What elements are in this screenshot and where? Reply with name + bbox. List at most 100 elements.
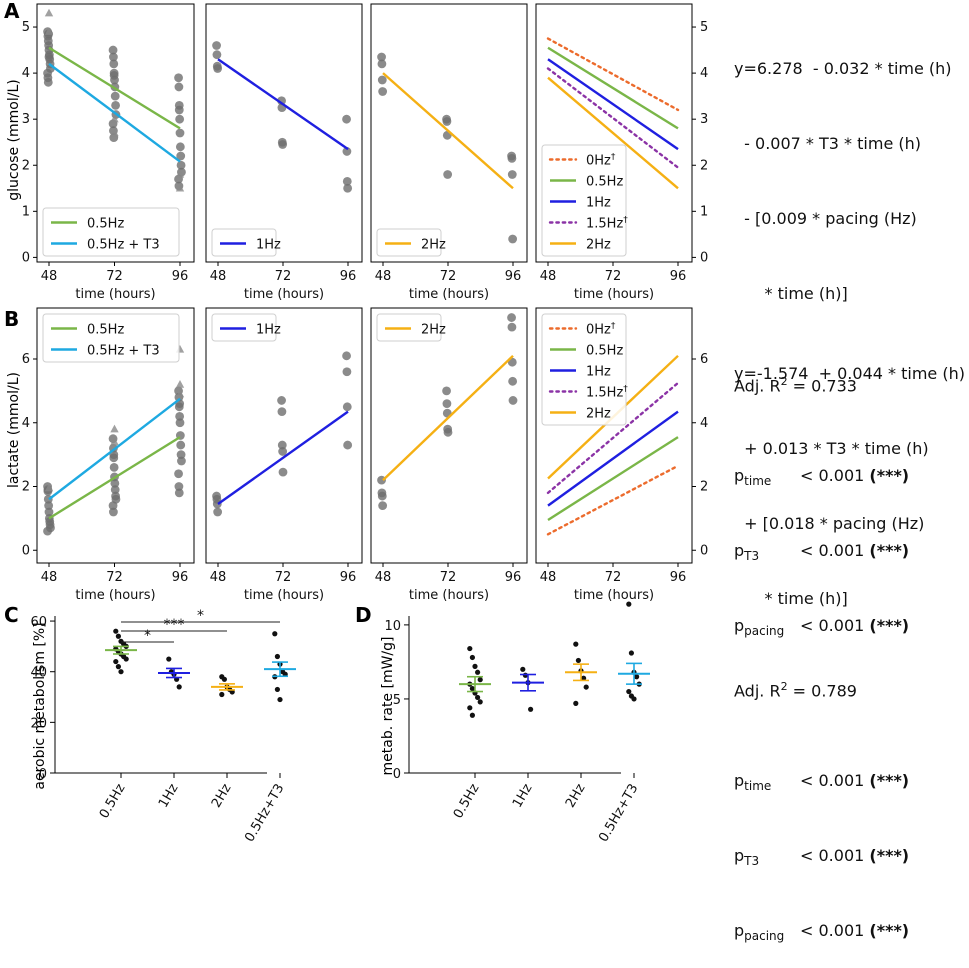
data-point (377, 59, 387, 69)
data-point (277, 396, 286, 405)
data-point (123, 656, 129, 662)
x-tick-label: 48 (540, 570, 557, 585)
equation-line: - [0.009 * pacing (Hz) (734, 209, 917, 228)
data-point (110, 478, 120, 488)
data-point (342, 367, 352, 377)
x-axis-label: time (hours) (409, 287, 489, 302)
data-point-triangle (110, 424, 119, 433)
y-tick-label: 40 (30, 666, 47, 681)
fit-line-05hzt3 (48, 397, 181, 501)
y-tick-label: 1 (700, 204, 708, 219)
data-point (109, 462, 119, 472)
x-tick-label: 96 (172, 570, 189, 585)
fit-line-2hz (382, 72, 514, 190)
legend-dagger: † (611, 322, 616, 332)
r2-prefix: Adj. R (734, 376, 781, 396)
data-point (581, 675, 587, 681)
equation-line: * time (h)] (734, 284, 848, 303)
p-significance: (***) (869, 541, 910, 560)
y-tick-label: 2 (22, 480, 30, 495)
p-significance: (***) (869, 466, 910, 485)
p-significance: (***) (869, 616, 910, 635)
data-point-triangle (110, 114, 119, 123)
x-tick-label: 96 (340, 570, 357, 585)
axes-frame-b-3 (535, 307, 693, 564)
data-point-triangle (110, 128, 119, 137)
y-tick-label: 3 (22, 112, 30, 127)
p-significance: (***) (869, 846, 910, 865)
data-point-triangle (44, 27, 54, 35)
x-tick-label: 96 (172, 269, 189, 284)
y-tick-label: 2 (700, 158, 708, 173)
data-point (176, 440, 186, 450)
panel-label-a: A (4, 0, 20, 23)
y-tick-label: 3 (700, 112, 708, 127)
data-point (219, 691, 225, 698)
y-tick-label: 0 (700, 250, 708, 265)
x-axis-label: time (hours) (574, 287, 654, 302)
x-tick-label: 72 (275, 570, 292, 585)
p-value: < 0.001 (800, 616, 865, 635)
fit-line-1hz (217, 58, 349, 151)
fit-line-2hz (547, 76, 679, 190)
x-tick-label: 96 (670, 570, 687, 585)
r2-sup: 2 (780, 375, 788, 388)
data-point (520, 666, 526, 672)
data-point (467, 645, 473, 652)
x-tick-label: 96 (505, 570, 522, 585)
x-tick-label: 48 (540, 269, 557, 284)
significance-label: *** (164, 617, 185, 633)
panel-label-b: B (4, 307, 19, 331)
marks-layer: 0.5Hz 0.5Hz + T3 1Hz 2Hz 0Hz† 0.5Hz 1Hz 1.5Hz† 2… (42, 8, 680, 718)
legend-label: 1Hz (256, 323, 281, 338)
data-point (212, 41, 221, 50)
y-tick-label: 60 (30, 615, 47, 630)
y-tick-label: 20 (30, 716, 47, 731)
data-point (528, 706, 534, 712)
data-point (634, 674, 640, 680)
data-point (575, 657, 582, 664)
fit-line-05hz (48, 436, 181, 520)
data-point (174, 82, 184, 92)
axes-frame-a-1 (205, 3, 363, 263)
y-tick-label: 5 (393, 693, 401, 708)
data-point (118, 669, 124, 675)
data-point (475, 694, 481, 701)
data-point (174, 469, 183, 479)
equation-line: y=-1.574 + 0.044 * time (h) (734, 364, 965, 383)
data-point (111, 100, 120, 110)
x-tick-label: 72 (605, 570, 622, 585)
y-tick-label: 0 (393, 767, 401, 782)
y-tick-label: 0 (22, 250, 30, 265)
p-value: < 0.001 (800, 466, 865, 485)
data-point (477, 677, 483, 683)
fit-line-05hzt3 (48, 62, 181, 163)
data-point (442, 386, 451, 396)
p-time-b: ptime < 0.001 (***) (734, 768, 965, 793)
legend-label: 1Hz (256, 238, 281, 253)
data-point (175, 114, 185, 124)
data-point (213, 507, 223, 517)
legend-label: 0.5Hz + T3 (87, 238, 160, 253)
data-point (469, 654, 475, 661)
data-point (274, 653, 280, 660)
fit-line-2hz (382, 354, 514, 481)
data-point (507, 313, 516, 322)
legend-box (541, 313, 627, 426)
x-axis-label: time (hours) (244, 287, 324, 302)
significance-label: * (197, 608, 204, 624)
x-tick-label: 96 (670, 269, 687, 284)
p-base: p (734, 846, 745, 865)
legend-dagger: † (623, 385, 628, 395)
data-point (110, 91, 120, 101)
data-point-triangle (44, 483, 54, 492)
equation-line: * time (h)] (734, 589, 848, 608)
data-point (176, 684, 182, 690)
data-point (508, 234, 518, 244)
data-point (213, 64, 223, 73)
data-point (110, 485, 120, 495)
data-point (507, 153, 517, 163)
adj-r2-a: Adj. R2 = 0.733 (734, 369, 952, 396)
axes-frame-b-2 (370, 307, 528, 564)
data-point (109, 52, 118, 62)
